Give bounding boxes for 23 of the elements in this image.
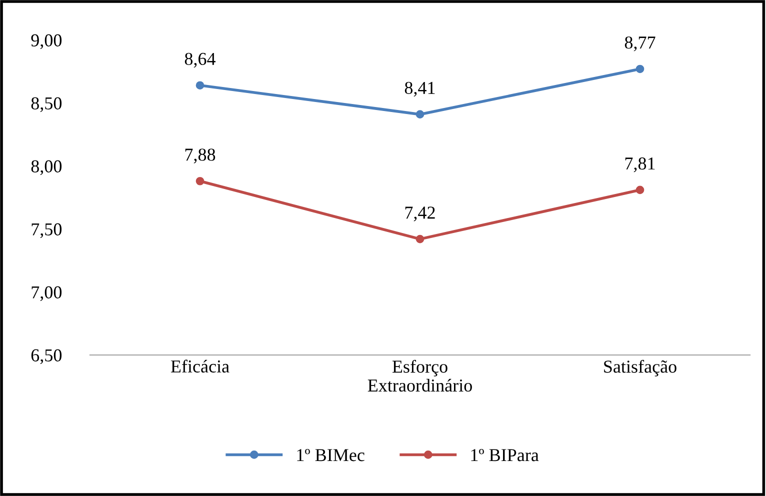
data-label: 8,41 xyxy=(404,82,435,97)
point xyxy=(416,110,424,119)
y-tick-label: 7,00 xyxy=(32,286,62,302)
data-label: 7,81 xyxy=(625,157,655,172)
y-tick-label: 6,50 xyxy=(31,349,62,364)
legend-label: 1º BIMec xyxy=(297,449,364,462)
x-tick-label: Satisfação xyxy=(604,360,676,376)
point xyxy=(636,64,644,74)
point xyxy=(416,234,424,244)
y-tick-label: 8,50 xyxy=(31,97,62,112)
y-tick-label: 8,00 xyxy=(31,160,62,176)
data-label: 7,42 xyxy=(405,206,435,222)
y-tick-label: 7,50 xyxy=(32,223,62,238)
point xyxy=(196,176,204,186)
data-label: 7,88 xyxy=(185,148,216,164)
data-label: 8,77 xyxy=(624,36,656,52)
point xyxy=(196,81,204,90)
point xyxy=(636,186,644,194)
y-tick-label: 9,00 xyxy=(31,34,62,50)
data-label: 8,64 xyxy=(184,52,216,68)
x-tick-label: Esforço Extraordinário xyxy=(368,360,472,392)
legend-label: 1º BIPara xyxy=(471,449,539,462)
x-tick-label: Eficácia xyxy=(170,360,230,373)
